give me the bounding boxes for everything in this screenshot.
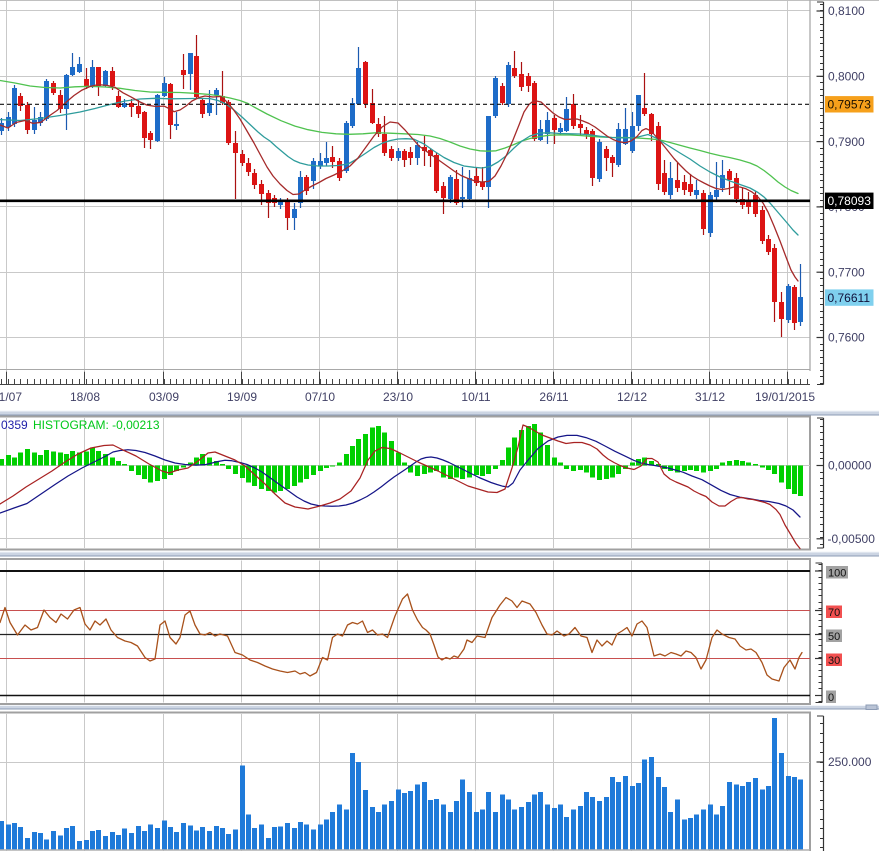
svg-text:0,78093: 0,78093 — [828, 194, 872, 208]
svg-text:0,7600: 0,7600 — [828, 331, 865, 345]
svg-text:18/08: 18/08 — [70, 390, 100, 404]
svg-text:0,76611: 0,76611 — [828, 291, 871, 305]
svg-text:0,8000: 0,8000 — [828, 70, 865, 84]
svg-text:0359: 0359 — [1, 418, 28, 432]
svg-text:HISTOGRAM: -0,00213: HISTOGRAM: -0,00213 — [33, 418, 160, 432]
svg-text:31/07: 31/07 — [0, 390, 22, 404]
svg-text:19/01/2015: 19/01/2015 — [755, 390, 815, 404]
svg-text:0: 0 — [828, 692, 834, 704]
svg-text:50: 50 — [828, 631, 840, 643]
svg-text:0,00000: 0,00000 — [828, 459, 872, 473]
svg-text:0,7900: 0,7900 — [828, 135, 865, 149]
svg-text:07/10: 07/10 — [305, 390, 335, 404]
svg-text:100: 100 — [828, 568, 846, 580]
svg-text:10/11: 10/11 — [461, 390, 490, 404]
svg-text:26/11: 26/11 — [539, 390, 568, 404]
svg-text:-0,00500: -0,00500 — [828, 532, 876, 546]
svg-text:250.000: 250.000 — [828, 755, 872, 769]
svg-text:0,79573: 0,79573 — [828, 98, 872, 112]
svg-text:30: 30 — [828, 655, 840, 667]
svg-text:12/12: 12/12 — [617, 390, 647, 404]
svg-text:0,7700: 0,7700 — [828, 265, 865, 279]
svg-text:31/12: 31/12 — [695, 390, 725, 404]
svg-text:70: 70 — [828, 607, 840, 619]
svg-text:0,8100: 0,8100 — [828, 4, 865, 18]
svg-text:19/09: 19/09 — [227, 390, 257, 404]
svg-text:23/10: 23/10 — [383, 390, 413, 404]
svg-text:03/09: 03/09 — [149, 390, 179, 404]
